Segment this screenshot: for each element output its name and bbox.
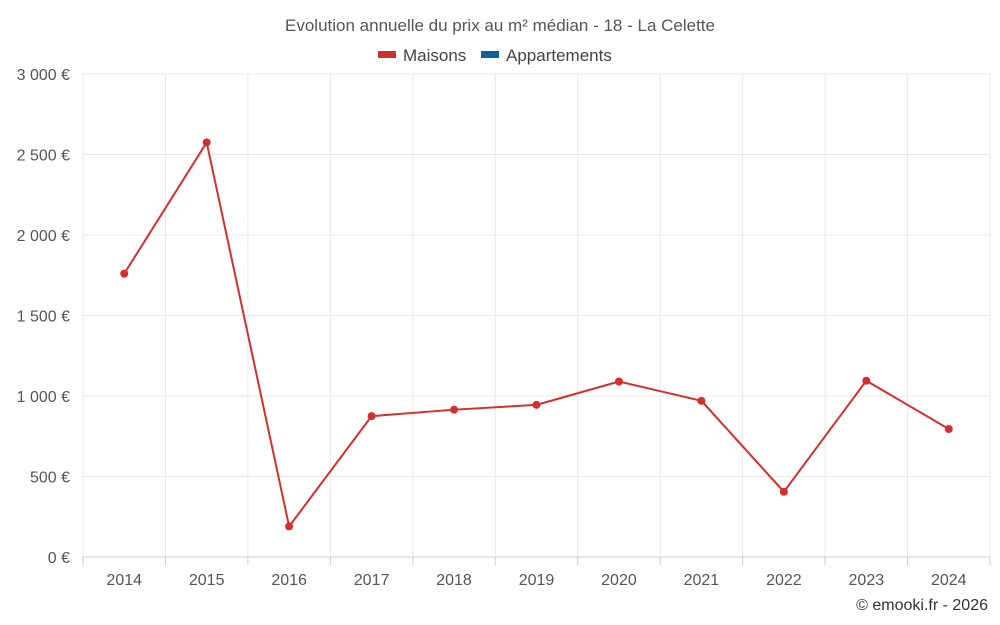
y-tick-label: 0 €: [48, 550, 70, 567]
y-tick-label: 1 500 €: [17, 309, 70, 326]
x-tick-label: 2021: [684, 572, 720, 589]
x-tick-label: 2014: [106, 572, 142, 589]
y-tick-label: 3 000 €: [17, 67, 70, 84]
legend-label-maisons: Maisons: [403, 46, 466, 65]
data-point[interactable]: [779, 487, 788, 496]
x-tick-label: 2024: [931, 572, 967, 589]
data-point[interactable]: [532, 400, 541, 409]
legend-label-appartements: Appartements: [506, 46, 612, 65]
x-tick-label: 2016: [271, 572, 307, 589]
data-point[interactable]: [862, 376, 871, 385]
data-point[interactable]: [285, 522, 294, 531]
y-tick-label: 2 500 €: [17, 148, 70, 165]
data-point[interactable]: [120, 269, 129, 278]
y-axis: 0 € 500 € 1 000 € 1 500 € 2 000 € 2 500 € 3 00…: [17, 67, 70, 567]
data-point[interactable]: [450, 405, 459, 414]
data-point[interactable]: [367, 412, 376, 421]
data-point[interactable]: [697, 396, 706, 405]
x-tick-label: 2015: [189, 572, 225, 589]
x-tick-label: 2023: [849, 572, 885, 589]
x-axis: 2014 2015 2016 2017 2018 2019 2020 2021 2022 2023…: [82, 556, 991, 589]
legend-item-maisons[interactable]: Maisons: [378, 46, 466, 65]
data-point[interactable]: [944, 425, 953, 434]
legend-swatch-appartements: [481, 51, 499, 58]
y-tick-label: 1 000 €: [17, 389, 70, 406]
x-tick-label: 2018: [436, 572, 472, 589]
legend-item-appartements[interactable]: Appartements: [481, 46, 612, 65]
x-tick-label: 2022: [766, 572, 802, 589]
series-maisons: [120, 138, 953, 531]
grid: [82, 73, 991, 557]
x-tick-label: 2017: [354, 572, 390, 589]
x-tick-label: 2020: [601, 572, 637, 589]
y-tick-label: 2 000 €: [17, 228, 70, 245]
data-point[interactable]: [614, 377, 623, 386]
x-tick-label: 2019: [519, 572, 555, 589]
data-point[interactable]: [202, 138, 211, 147]
legend-swatch-maisons: [378, 51, 396, 58]
y-tick-label: 500 €: [30, 470, 70, 487]
legend: Maisons Appartements: [378, 46, 612, 65]
chart-title: Evolution annuelle du prix au m² médian …: [285, 16, 715, 35]
credit-text: © emooki.fr - 2026: [856, 597, 988, 614]
